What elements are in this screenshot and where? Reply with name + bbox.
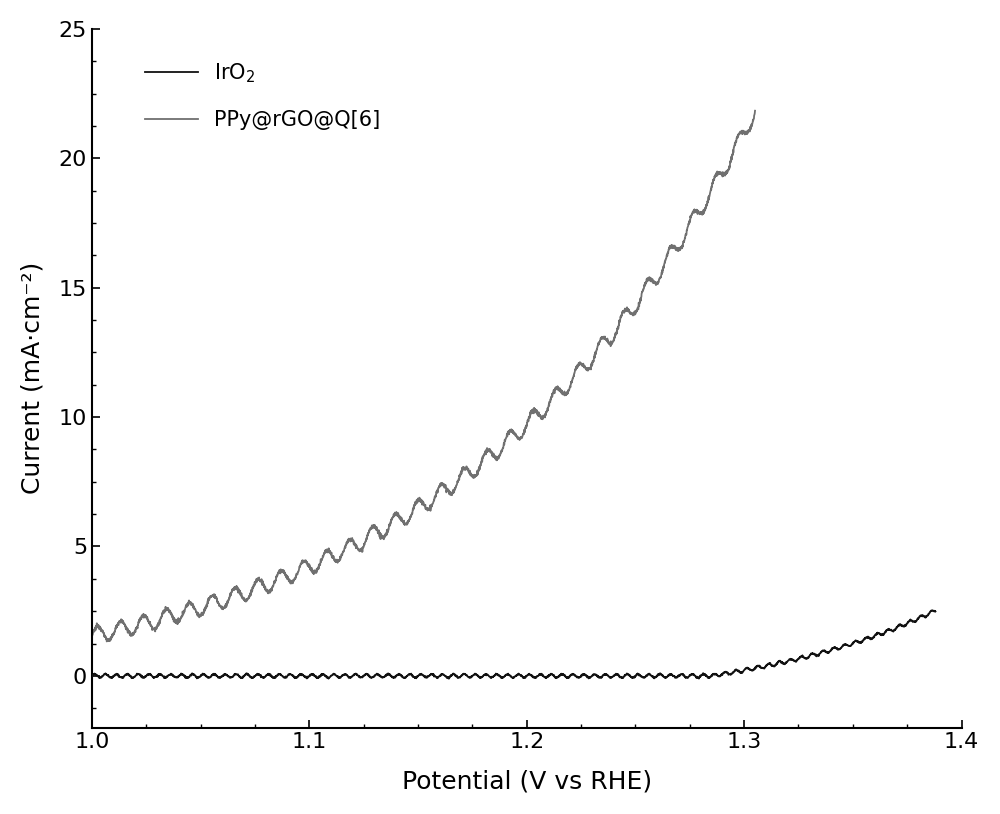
X-axis label: Potential (V vs RHE): Potential (V vs RHE) bbox=[402, 769, 652, 793]
PPy@rGO@Q[6] bbox=[749, 106, 761, 116]
Legend: IrO$_2$, PPy@rGO@Q[6]: IrO$_2$, PPy@rGO@Q[6] bbox=[137, 53, 389, 138]
IrO$_2$ bbox=[443, 674, 455, 684]
Y-axis label: Current (mA·cm⁻²): Current (mA·cm⁻²) bbox=[21, 262, 45, 494]
PPy@rGO@Q[6] bbox=[665, 242, 677, 252]
IrO$_2$ bbox=[913, 612, 925, 622]
IrO$_2$ bbox=[926, 606, 938, 615]
IrO$_2$ bbox=[86, 671, 98, 681]
PPy@rGO@Q[6] bbox=[736, 128, 748, 138]
IrO$_2$ bbox=[409, 673, 421, 683]
IrO$_2$ bbox=[929, 606, 941, 616]
IrO$_2$ bbox=[822, 648, 834, 658]
Line: IrO$_2$: IrO$_2$ bbox=[92, 610, 935, 679]
PPy@rGO@Q[6] bbox=[162, 603, 174, 613]
IrO$_2$ bbox=[446, 670, 458, 680]
PPy@rGO@Q[6] bbox=[340, 538, 352, 548]
PPy@rGO@Q[6] bbox=[369, 523, 381, 533]
PPy@rGO@Q[6] bbox=[101, 637, 113, 646]
IrO$_2$ bbox=[232, 670, 244, 680]
PPy@rGO@Q[6] bbox=[86, 631, 98, 641]
PPy@rGO@Q[6] bbox=[201, 602, 213, 611]
IrO$_2$ bbox=[182, 672, 194, 682]
Line: PPy@rGO@Q[6]: PPy@rGO@Q[6] bbox=[92, 111, 755, 641]
